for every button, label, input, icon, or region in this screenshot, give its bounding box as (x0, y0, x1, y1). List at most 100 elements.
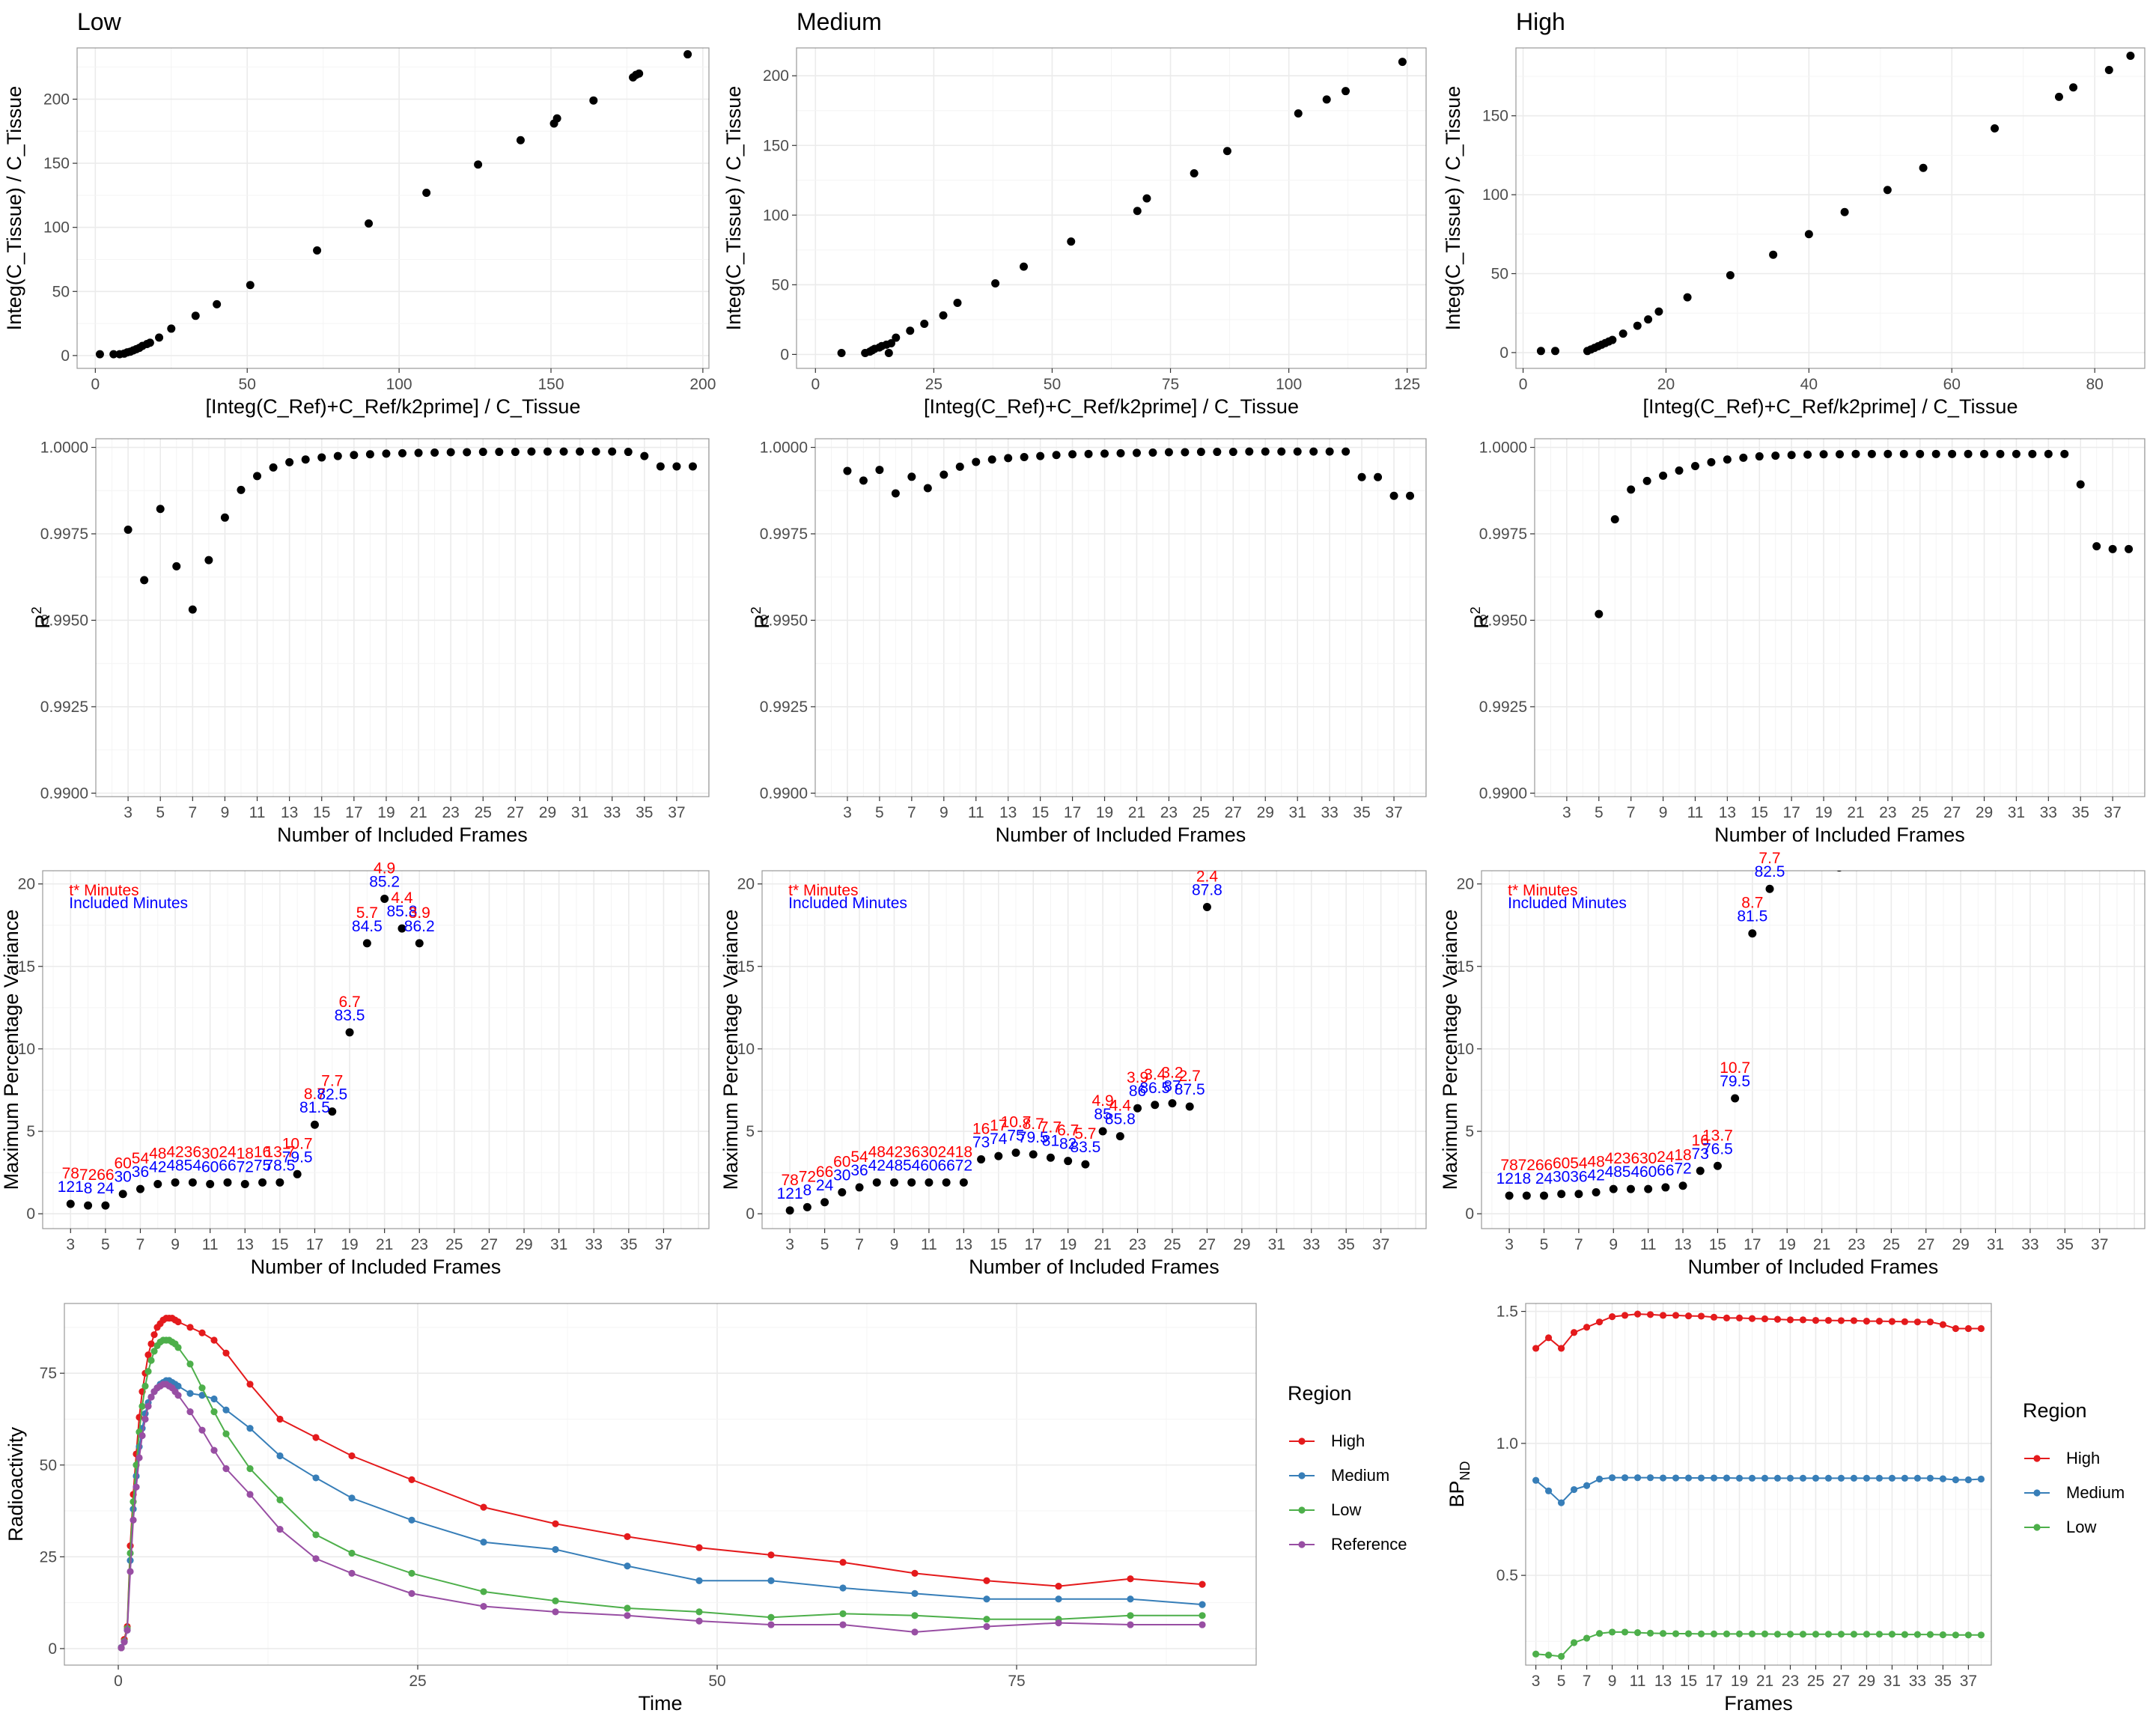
x-tick-label: 27 (507, 804, 524, 821)
point-label-included: 85.8 (1105, 1111, 1136, 1128)
x-tick-label: 25 (1911, 804, 1928, 821)
data-point (1142, 194, 1151, 203)
x-tick-label: 33 (1303, 1236, 1320, 1253)
series-point-high (1939, 1321, 1947, 1328)
data-point (171, 1178, 180, 1187)
plot-area (118, 1315, 1206, 1652)
point-label-tstar: 16 (972, 1120, 990, 1137)
data-point (884, 349, 893, 358)
series-point-high (1952, 1324, 1960, 1333)
series-point-low (1863, 1631, 1871, 1638)
radioactivity-panel: 0 25 50 75 0 25 50 75 Time Radioactivity Region Hig… (4, 1303, 1407, 1715)
series-point-high (348, 1452, 356, 1460)
series-point-medium (1557, 1499, 1565, 1506)
series-point-high (147, 1340, 155, 1348)
series-point-low (1977, 1631, 1985, 1639)
point-label-tstar: 18 (237, 1146, 254, 1163)
data-point (576, 447, 585, 456)
y-axis-title: Maximum Percentage Variance (719, 910, 742, 1190)
series-point-high (552, 1520, 559, 1527)
data-point (1309, 447, 1318, 456)
included-minutes-key: Included Minutes (69, 895, 188, 912)
series-point-low (1595, 1630, 1604, 1637)
data-point (155, 333, 164, 342)
x-tick-label: 17 (306, 1236, 323, 1253)
data-point (1991, 124, 2000, 133)
point-label-tstar: 3.2 (1161, 1065, 1183, 1082)
high-variance-panel: 3 5 7 9 11 13 15 17 19 21 23 25 27 29 31 33 35 3705101520… (1439, 850, 2146, 1278)
series-point-medium (186, 1390, 194, 1397)
panel-title: High (1516, 8, 1565, 35)
data-point (1293, 447, 1302, 456)
y-axis-title-superscript: 2 (749, 606, 764, 614)
data-point (1185, 1102, 1194, 1111)
x-tick-label: 31 (550, 1236, 567, 1253)
x-tick-label: 3 (1505, 1236, 1514, 1253)
x-tick-label: 5 (820, 1236, 829, 1253)
x-tick-label: 0 (1519, 376, 1528, 393)
x-tick-label: 3 (785, 1236, 794, 1253)
point-label-included: 54 (184, 1157, 202, 1174)
data-point (1678, 1181, 1687, 1190)
data-point (1574, 1190, 1583, 1199)
series-point-high (1127, 1575, 1134, 1583)
y-tick-label: 1.0000 (40, 439, 88, 457)
series-point-low (552, 1597, 559, 1604)
panel-border (1534, 438, 2146, 797)
series-point-low (246, 1465, 254, 1473)
series-point-reference (1055, 1619, 1062, 1627)
data-point (955, 462, 964, 471)
y-axis-title-text: R (1470, 614, 1493, 629)
data-point (785, 1206, 794, 1215)
y-tick-label: 1.0 (1496, 1435, 1518, 1452)
series-point-high (1672, 1312, 1680, 1319)
included-minutes-key: Included Minutes (788, 895, 907, 912)
data-point (1325, 447, 1334, 456)
point-label-included: 87.5 (1175, 1081, 1205, 1098)
y-tick-label: 0 (1499, 344, 1508, 362)
data-point (1052, 451, 1061, 460)
data-point (2028, 449, 2037, 458)
x-tick-label: 19 (1815, 804, 1832, 821)
x-tick-label: 23 (1129, 1236, 1146, 1253)
point-label-included: 36 (132, 1163, 149, 1181)
point-label-included: 82.5 (1755, 863, 1785, 880)
data-point (333, 451, 342, 460)
data-point (258, 1178, 267, 1187)
series-point-low (222, 1430, 230, 1438)
data-point (1840, 207, 1849, 216)
data-point (1690, 461, 1699, 470)
data-point (1222, 147, 1231, 156)
series-point-high (1557, 1345, 1565, 1352)
data-point (1116, 448, 1125, 457)
gridlines (1526, 1303, 1991, 1665)
y-tick-label: 100 (763, 207, 789, 224)
series-point-medium (312, 1474, 320, 1482)
x-tick-label: 31 (2008, 804, 2025, 821)
series-point-medium (695, 1577, 703, 1584)
point-label-tstar: 16 (1692, 1132, 1709, 1149)
data-point (84, 1201, 93, 1210)
x-tick-label: 19 (1096, 804, 1113, 821)
data-point (907, 1178, 916, 1187)
panel-border (1525, 1303, 1992, 1666)
panel-border (1515, 47, 2146, 369)
point-label-included: 87 (1163, 1078, 1181, 1095)
point-label-included: 8 (1522, 1170, 1531, 1187)
data-point (1931, 449, 1940, 458)
point-label-tstar: 10.7 (282, 1135, 313, 1152)
point-label-included: 76.5 (1702, 1140, 1733, 1157)
y-tick-label: 200 (763, 67, 789, 85)
x-tick-label: 15 (1751, 804, 1768, 821)
y-axis-title: Integ(C_Tissue) / C_Tissue (1442, 86, 1464, 331)
y-tick-label: 75 (40, 1365, 57, 1382)
data-point (1115, 1132, 1124, 1141)
y-axis-title: Radioactivity (4, 1426, 27, 1542)
data-point (1539, 1191, 1548, 1200)
series-point-reference (695, 1617, 703, 1625)
series-point-low (480, 1588, 487, 1595)
panel-border (761, 870, 1427, 1229)
series-point-low (1773, 1631, 1782, 1638)
series-point-low (348, 1549, 356, 1557)
